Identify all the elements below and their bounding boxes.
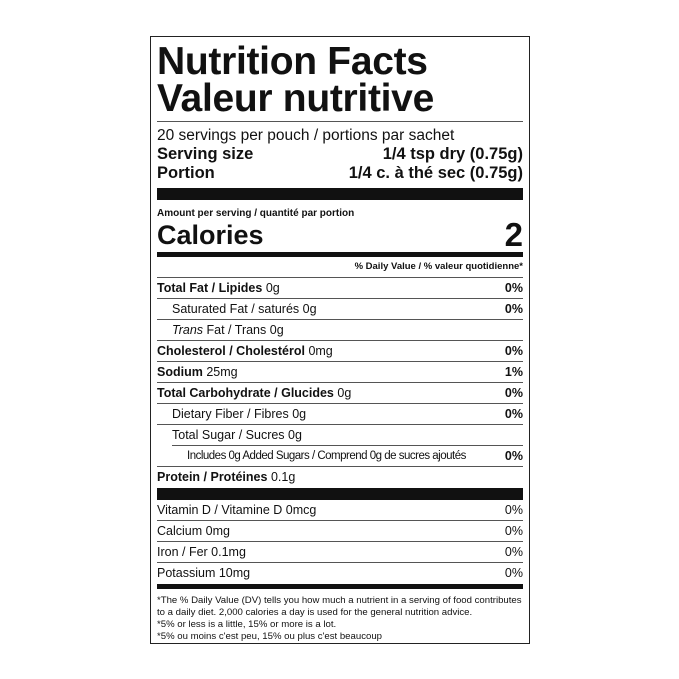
nutrient-row-trans-fat: Trans Fat / Trans 0g: [157, 320, 523, 341]
vitamin-row-potassium: Potassium 10mg 0%: [157, 566, 523, 580]
nutrient-row-carbohydrate: Total Carbohydrate / Glucides 0g 0%: [157, 383, 523, 404]
serving-size-label: Serving size: [157, 145, 254, 163]
serving-size-row: Serving size 1/4 tsp dry (0.75g): [157, 145, 523, 164]
portion-label: Portion: [157, 164, 215, 182]
servings-per-container: 20 servings per pouch / portions par sac…: [157, 127, 455, 144]
nutrient-row-fiber: Dietary Fiber / Fibres 0g 0%: [157, 404, 523, 425]
footnote: *The % Daily Value (DV) tells you how mu…: [157, 595, 523, 643]
title-french: Valeur nutritive: [157, 79, 523, 122]
medium-divider: [157, 584, 523, 589]
portion-value: 1/4 c. à thé sec (0.75g): [348, 164, 523, 182]
nutrient-row-added-sugars: Includes 0g Added Sugars / Comprend 0g d…: [157, 446, 523, 467]
calories-label: Calories: [157, 220, 264, 250]
calories-row: Calories 2: [157, 216, 523, 253]
nutrient-row-total-fat: Total Fat / Lipides 0g 0%: [157, 278, 523, 299]
amount-per-serving: Amount per serving / quantité par portio…: [157, 208, 355, 219]
footnote-french: *5% ou moins c'est peu, 15% ou plus c'es…: [157, 631, 382, 642]
medium-divider: [157, 252, 523, 257]
nutrient-row-protein: Protein / Protéines 0.1g: [157, 470, 296, 484]
nutrient-row-sugar: Total Sugar / Sucres 0g: [172, 425, 523, 446]
thick-divider: [157, 488, 523, 500]
footnote-english: *5% or less is a little, 15% or more is …: [157, 619, 337, 630]
nutrient-row-saturated-fat: Saturated Fat / saturés 0g 0%: [157, 299, 523, 320]
nutrition-label: Nutrition Facts Valeur nutritive 20 serv…: [150, 36, 530, 644]
calories-value: 2: [504, 216, 523, 253]
thick-divider: [157, 188, 523, 200]
nutrient-row-cholesterol: Cholesterol / Cholestérol 0mg 0%: [157, 341, 523, 362]
vitamin-row-vitamin-d: Vitamin D / Vitamine D 0mcg 0%: [157, 500, 523, 521]
title-english: Nutrition Facts: [157, 40, 428, 83]
nutrient-row-sodium: Sodium 25mg 1%: [157, 362, 523, 383]
daily-value-header: % Daily Value / % valeur quotidienne*: [157, 257, 523, 278]
serving-size-value: 1/4 tsp dry (0.75g): [382, 145, 523, 163]
vitamin-row-iron: Iron / Fer 0.1mg 0%: [157, 542, 523, 563]
footnote-dv-explanation: *The % Daily Value (DV) tells you how mu…: [157, 595, 522, 618]
portion-row: Portion 1/4 c. à thé sec (0.75g): [157, 164, 523, 183]
vitamin-row-calcium: Calcium 0mg 0%: [157, 521, 523, 542]
